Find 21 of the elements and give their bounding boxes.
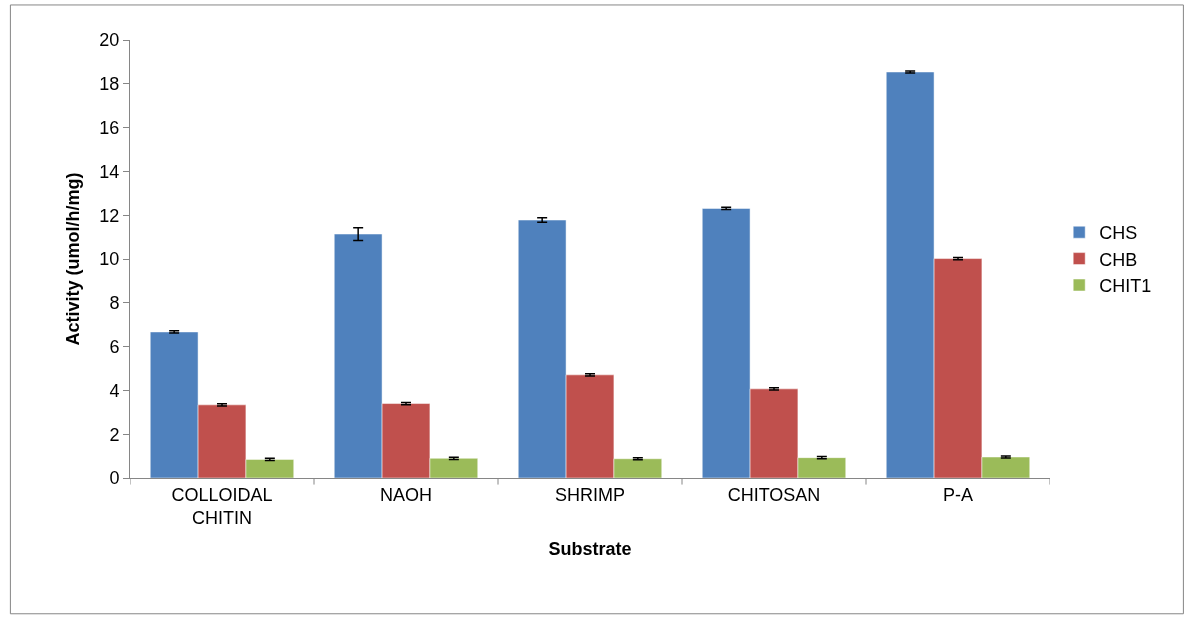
legend-label: CHS (1099, 223, 1138, 244)
y-axis-title: Activity (umol/h/mg) (62, 172, 83, 346)
y-tick-label: 2 (109, 424, 120, 445)
y-tick-label: 10 (99, 249, 120, 270)
legend-label: CHB (1099, 249, 1138, 270)
y-tick-label: 6 (109, 336, 120, 357)
y-tick-label: 14 (99, 161, 120, 182)
x-tick-label: CHITOSAN (727, 484, 821, 505)
x-tick-label: COLLOIDAL CHITIN (171, 484, 273, 528)
x-tick-label: NAOH (379, 484, 433, 505)
y-tick-label: 18 (99, 74, 120, 95)
x-axis-title: Substrate (548, 539, 632, 560)
y-tick-label: 4 (109, 380, 120, 401)
x-tick-label: P-A (942, 484, 974, 505)
legend-label: CHIT1 (1099, 276, 1152, 297)
y-tick-label: 16 (99, 117, 120, 138)
y-tick-label: 8 (109, 293, 120, 314)
y-tick-label: 12 (99, 205, 120, 226)
x-tick-label: SHRIMP (554, 484, 626, 505)
y-tick-label: 0 (109, 468, 120, 489)
y-tick-label: 20 (99, 30, 120, 51)
